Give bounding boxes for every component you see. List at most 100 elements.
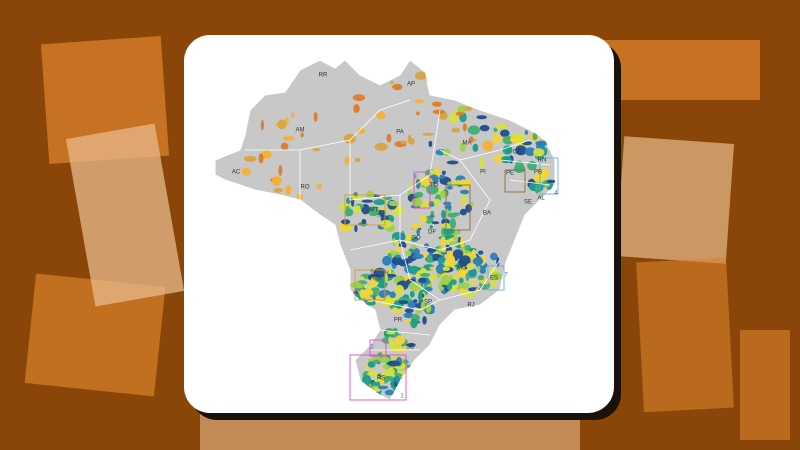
data-patch	[390, 80, 394, 85]
data-patch	[446, 160, 459, 165]
data-patch	[312, 148, 321, 152]
data-patch	[439, 190, 448, 198]
data-patch	[515, 145, 527, 156]
data-patch	[440, 251, 448, 255]
data-patch	[412, 253, 424, 260]
data-patch	[442, 266, 451, 271]
data-patch	[466, 262, 473, 271]
data-patch	[386, 367, 395, 376]
data-patch	[300, 132, 304, 138]
state-label: DF	[428, 230, 436, 236]
state-label: RJ	[467, 303, 474, 309]
data-patch	[441, 274, 450, 286]
data-patch	[479, 124, 490, 132]
data-patch	[410, 244, 417, 250]
data-patch	[463, 290, 476, 298]
data-patch	[470, 279, 477, 286]
data-patch	[409, 290, 415, 298]
data-patch	[366, 190, 375, 199]
data-patch	[459, 142, 467, 152]
data-patch	[467, 125, 480, 135]
data-patch	[447, 255, 456, 265]
data-patch	[444, 205, 452, 209]
state-label: RR	[319, 73, 328, 79]
state-label: MG	[457, 266, 467, 272]
data-patch	[532, 132, 538, 141]
data-patch	[449, 218, 456, 229]
state-label: BA	[483, 211, 491, 217]
data-patch	[316, 183, 323, 190]
data-patch	[492, 133, 501, 144]
data-patch	[477, 265, 481, 272]
data-patch	[382, 255, 392, 266]
state-label: SP	[424, 300, 432, 306]
data-patch	[375, 277, 386, 283]
data-patch	[441, 242, 447, 253]
state-label: SC	[406, 345, 415, 351]
state-label: PB	[534, 170, 542, 176]
data-patch	[415, 309, 422, 314]
state-label: RS	[377, 376, 385, 382]
data-patch	[451, 127, 460, 133]
data-patch	[518, 133, 526, 144]
box-number: 7	[504, 273, 508, 279]
data-patch	[376, 214, 381, 218]
data-patch	[392, 83, 403, 91]
data-patch	[271, 175, 282, 187]
data-patch	[452, 249, 464, 259]
data-patch	[346, 197, 351, 204]
data-patch	[367, 361, 376, 368]
state-label: MS	[373, 276, 382, 282]
box-number: 1	[400, 394, 404, 400]
state-label: PA	[396, 130, 404, 136]
data-patch	[441, 209, 446, 219]
data-patch	[389, 291, 396, 299]
data-patch	[424, 286, 433, 292]
data-patch	[490, 252, 498, 261]
data-patch	[363, 295, 371, 300]
state-label: AM	[296, 128, 305, 134]
data-patch	[285, 184, 292, 196]
data-patch	[461, 194, 467, 202]
data-patch	[465, 272, 470, 281]
data-patch	[260, 120, 264, 131]
data-patch	[414, 191, 424, 198]
state-label: RN	[538, 158, 547, 164]
data-patch	[426, 247, 437, 253]
data-patch	[447, 181, 453, 185]
data-patch	[278, 164, 283, 176]
data-patch	[394, 284, 405, 296]
data-patch	[419, 273, 431, 277]
data-patch	[273, 188, 283, 193]
data-patch	[431, 221, 440, 225]
data-patch	[426, 184, 439, 195]
data-patch	[450, 279, 457, 285]
data-patch	[446, 185, 453, 190]
state-label: MA	[463, 141, 472, 147]
data-patch	[496, 123, 507, 131]
data-patch	[535, 184, 539, 194]
data-patch	[429, 266, 437, 270]
data-patch	[404, 308, 414, 314]
data-patch	[343, 133, 356, 144]
data-patch	[515, 160, 524, 171]
data-patch	[425, 303, 432, 314]
data-patch	[394, 335, 406, 345]
data-patch	[479, 157, 485, 168]
data-patch	[473, 268, 477, 277]
data-patch	[412, 225, 419, 231]
data-patch	[457, 282, 470, 289]
data-patch	[447, 212, 458, 218]
data-patches	[241, 71, 555, 396]
data-patch	[367, 371, 378, 377]
data-patch	[417, 291, 423, 303]
data-patch	[382, 376, 395, 380]
data-patch	[482, 140, 494, 152]
data-patch	[388, 200, 399, 207]
data-patch	[386, 331, 397, 335]
data-patch	[478, 250, 484, 255]
data-patch	[374, 142, 388, 151]
state-label: RO	[301, 185, 310, 191]
data-patch	[353, 104, 360, 113]
